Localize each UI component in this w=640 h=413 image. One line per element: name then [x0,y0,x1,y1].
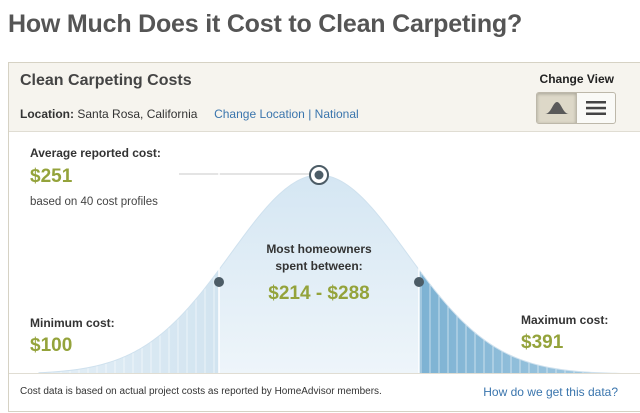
change-location-link[interactable]: Change Location [214,107,305,121]
most-homeowners-label: Most homeowners spent between: [249,242,389,273]
view-toggle [536,92,616,124]
average-label: Average reported cost: [30,146,161,160]
cost-card: Clean Carpeting Costs Location: Santa Ro… [8,62,640,412]
range-low-marker [214,277,224,287]
average-value: $251 [30,166,73,187]
location-label: Location: [20,107,74,121]
most-homeowners-line2: spent between: [275,259,363,273]
bell-curve-graphic [38,132,640,374]
maximum-label: Maximum cost: [521,313,609,327]
most-homeowners-line1: Most homeowners [266,242,372,256]
national-link[interactable]: National [314,107,359,121]
cost-distribution-chart: Average reported cost: $251 based on 40 … [9,132,640,374]
link-separator: | [308,107,312,121]
location-value: Santa Rosa, California [77,107,198,121]
bell-curve-icon [544,102,569,114]
minimum-value: $100 [30,335,73,356]
maximum-value: $391 [521,332,564,353]
profiles-note: based on 40 cost profiles [30,196,158,208]
minimum-label: Minimum cost: [30,316,115,330]
change-view-label: Change View [539,72,614,86]
average-marker-dot [314,170,324,180]
list-icon [586,101,606,115]
footer-note: Cost data is based on actual project cos… [20,386,382,397]
card-header: Clean Carpeting Costs Location: Santa Ro… [9,63,640,132]
location-row: Location: Santa Rosa, California Change … [20,107,359,121]
page-title: How Much Does it Cost to Clean Carpeting… [8,10,523,38]
range-value: $214 - $288 [268,283,370,304]
list-view-button[interactable] [576,93,615,123]
how-data-link[interactable]: How do we get this data? [483,385,618,399]
curve-view-button[interactable] [537,93,576,123]
range-high-marker [414,277,424,287]
card-title: Clean Carpeting Costs [20,72,192,89]
card-footer: Cost data is based on actual project cos… [9,373,640,413]
